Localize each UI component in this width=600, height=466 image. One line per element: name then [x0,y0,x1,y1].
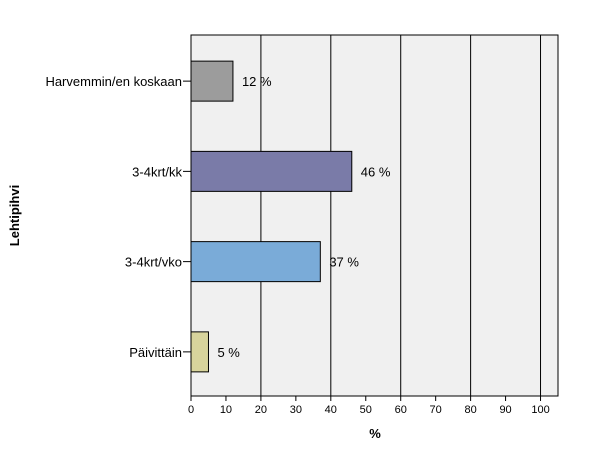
plot-area [191,35,558,396]
data-label: 5 % [217,345,240,360]
category-label: Päivittäin [129,345,182,360]
x-tick-label: 20 [255,404,267,416]
x-tick-label: 60 [395,404,407,416]
x-tick-label: 50 [360,404,372,416]
x-tick-label: 70 [430,404,442,416]
gridlines [260,35,542,396]
y-axis-title: Lehtipihvi [7,185,22,246]
bar [190,331,209,373]
category-label: 3-4krt/vko [125,255,182,270]
bar [190,150,353,192]
x-tick-label: 30 [290,404,302,416]
x-axis-title: % [369,426,381,441]
category-label: 3-4krt/kk [132,164,182,179]
x-tick-label: 0 [188,404,194,416]
bar [190,60,234,102]
y-axis: Harvemmin/en koskaan 3-4krt/kk 3-4krt/vko P… [45,74,191,360]
bars: 12 % 46 % 37 % 5 % [190,60,391,373]
x-tick-label: 100 [531,404,549,416]
x-tick-label: 90 [499,404,511,416]
x-axis: 0 10 20 30 40 50 60 70 80 90 100 [188,395,558,416]
bar [190,241,321,283]
data-label: 37 % [329,255,359,270]
data-label: 12 % [242,74,272,89]
plot-frame [190,34,559,397]
x-tick-label: 80 [464,404,476,416]
x-tick-label: 40 [325,404,337,416]
data-label: 46 % [361,164,391,179]
x-tick-label: 10 [220,404,232,416]
category-label: Harvemmin/en koskaan [45,74,182,89]
